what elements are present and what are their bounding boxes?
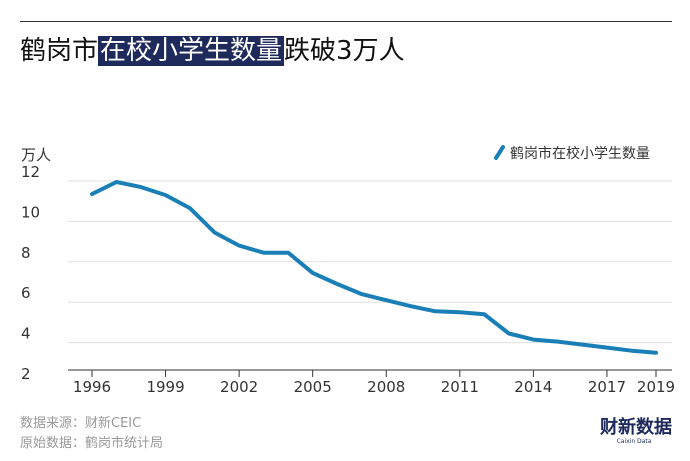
y-tick-label: 10 xyxy=(21,203,40,221)
brand-subtitle: Caixin Data xyxy=(616,438,652,445)
y-tick-label: 4 xyxy=(21,325,31,343)
top-rule xyxy=(20,21,672,22)
x-tick-label: 1996 xyxy=(73,378,111,396)
title-highlight: 在校小学生数量 xyxy=(98,36,285,66)
title-suffix: 跌破3万人 xyxy=(284,36,405,66)
legend-label: 鹤岗市在校小学生数量 xyxy=(510,145,650,162)
x-tick-label: 2005 xyxy=(294,378,332,396)
brand-logo: 财新数据 Caixin Data xyxy=(600,417,672,446)
x-tick-label: 2011 xyxy=(441,378,479,396)
x-tick-label: 2019 xyxy=(637,378,675,396)
y-tick-label: 6 xyxy=(21,284,31,302)
y-unit-label: 万人 xyxy=(21,146,51,164)
series-line xyxy=(90,180,658,355)
brand-name: 财新数据 xyxy=(600,417,672,438)
x-tick-label: 2002 xyxy=(220,378,258,396)
x-tick-label: 2014 xyxy=(514,378,552,396)
y-tick-label: 12 xyxy=(21,163,40,181)
x-tick-label: 2017 xyxy=(588,378,626,396)
x-tick-label: 1999 xyxy=(146,378,184,396)
x-tick-label: 2008 xyxy=(367,378,405,396)
legend-swatch xyxy=(494,145,505,160)
y-tick-label: 8 xyxy=(21,244,31,262)
original-data-note: 原始数据：鹤岗市统计局 xyxy=(20,436,164,451)
y-tick-label: 2 xyxy=(21,365,31,383)
title-prefix: 鹤岗市 xyxy=(20,36,99,66)
page-title: 鹤岗市在校小学生数量跌破3万人 xyxy=(20,32,405,70)
source-note: 数据来源：财新CEIC xyxy=(20,416,142,431)
